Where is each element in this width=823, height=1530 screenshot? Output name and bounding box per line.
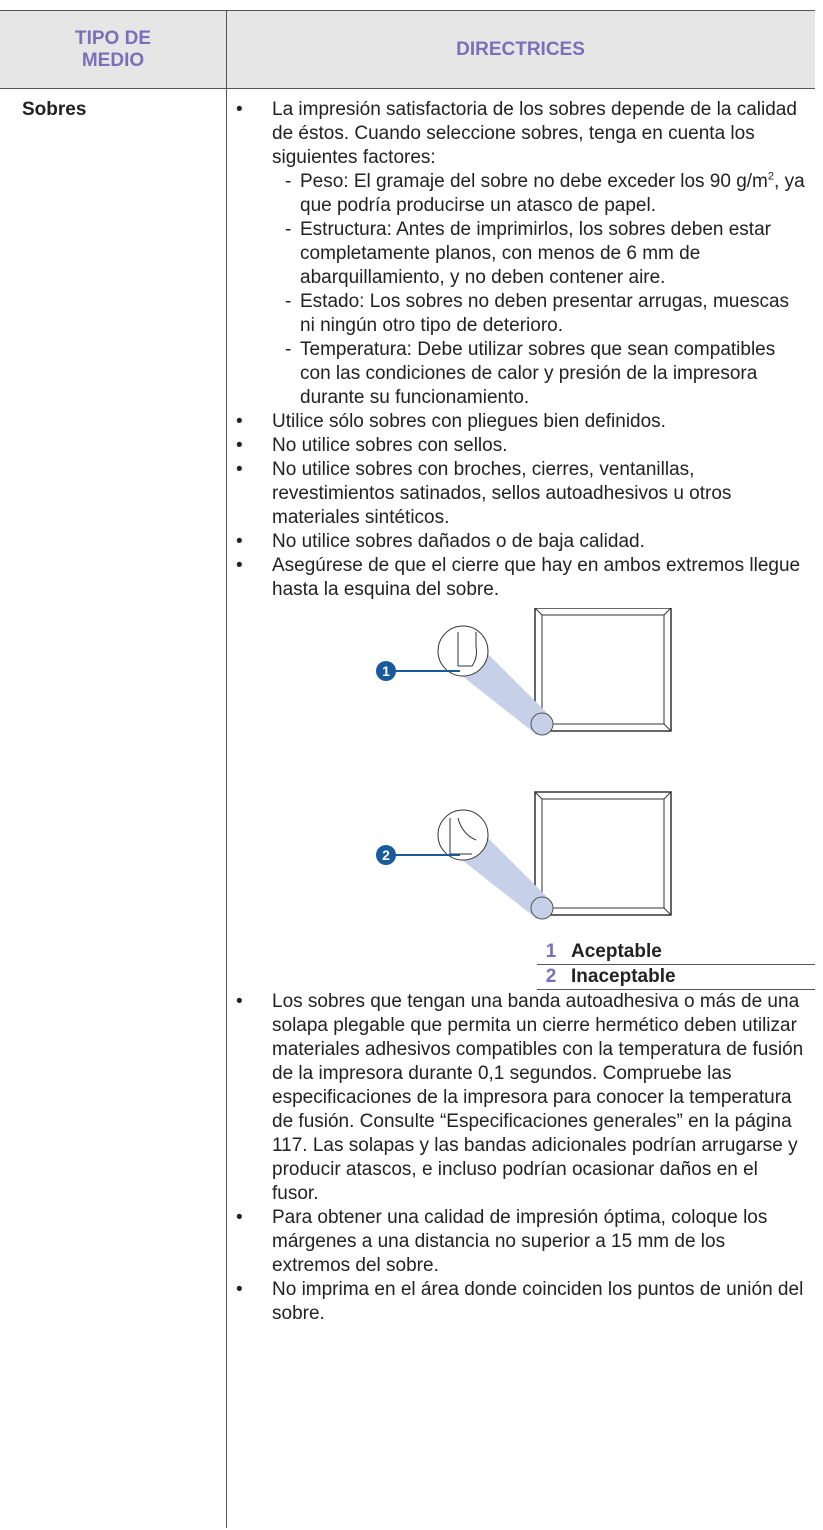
header-cell: TIPO DE MEDIO [0, 11, 226, 88]
bullet-marker: • [236, 555, 243, 576]
bullet-text: No utilice sobres con broches, cierres, … [272, 459, 732, 528]
figure-legend: 1 Aceptable 2 Inaceptable [537, 940, 815, 990]
sub-item: - Peso: El gramaje del sobre no debe exce… [272, 170, 808, 218]
bullet: • No utilice sobres dañados o de baja cal… [236, 530, 808, 554]
bullet-marker: • [236, 531, 243, 552]
bullet-marker: • [236, 411, 243, 432]
bullet: • Los sobres que tengan una banda autoadh… [236, 990, 808, 1206]
bullet-list: • Los sobres que tengan una banda autoadh… [236, 990, 808, 1326]
sub-text: Estructura: Antes de imprimirlos, los so… [300, 219, 771, 288]
header-text: DIRECTRICES [456, 38, 585, 60]
sub-marker: - [285, 171, 292, 192]
sub-marker: - [285, 339, 292, 360]
legend-row: 2 Inaceptable [537, 965, 815, 990]
callout-number: 2 [382, 847, 390, 863]
bullet-text: No imprima en el área donde coinciden lo… [272, 1279, 804, 1324]
bullet-marker: • [236, 435, 243, 456]
media-type: Sobres [22, 99, 87, 120]
sub-item: - Estructura: Antes de imprimirlos, los s… [272, 218, 808, 290]
bullet: • No utilice sobres con sellos. [236, 434, 808, 458]
envelope-unacceptable [376, 791, 672, 920]
legend-label: Inaceptable [571, 966, 676, 987]
header-text: TIPO DE MEDIO [74, 27, 151, 71]
bullet: • La impresión satisfactoria de los sobre… [236, 98, 808, 410]
bullet-marker: • [236, 1207, 243, 1228]
superscript: 2 [767, 170, 775, 183]
bullet-list: • La impresión satisfactoria de los sobre… [236, 98, 808, 602]
bullet-text: No utilice sobres dañados o de baja cali… [272, 531, 645, 552]
guidelines: • La impresión satisfactoria de los sobre… [236, 98, 815, 1326]
bullet-marker: • [236, 99, 243, 120]
bullet-marker: • [236, 991, 243, 1012]
bullet: • Utilice sólo sobres con pliegues bien d… [236, 410, 808, 434]
sub-marker: - [285, 219, 292, 240]
bullet-text: Utilice sólo sobres con pliegues bien de… [272, 411, 666, 432]
bullet: • No utilice sobres con broches, cierres,… [236, 458, 808, 530]
bullet-marker: • [236, 1279, 243, 1300]
sub-text: Peso: El gramaje del sobre no debe exced… [300, 171, 768, 192]
bullet-text: Asegúrese de que el cierre que hay en am… [272, 555, 801, 600]
header-cell: DIRECTRICES [226, 11, 815, 88]
bullet-marker: • [236, 459, 243, 480]
legend-row: 1 Aceptable [537, 940, 815, 965]
sub-marker: - [285, 291, 292, 312]
sub-text: Estado: Los sobres no deben presentar ar… [300, 291, 790, 336]
envelope-acceptable [376, 608, 672, 736]
bullet-text: No utilice sobres con sellos. [272, 435, 508, 456]
legend-label: Aceptable [571, 941, 662, 962]
column-divider [226, 10, 227, 1528]
bullet: • Asegúrese de que el cierre que hay en a… [236, 554, 808, 602]
legend-number: 2 [545, 966, 557, 987]
envelope-figure: 1 2 [376, 608, 672, 920]
legend-number: 1 [545, 941, 557, 962]
sub-item: - Temperatura: Debe utilizar sobres que s… [272, 338, 808, 410]
bullet-text: Para obtener una calidad de impresión óp… [272, 1207, 768, 1276]
bullet: • Para obtener una calidad de impresión ó… [236, 1206, 808, 1278]
sub-text: , ya que podría producirse un atasco de … [300, 171, 805, 216]
sub-item: - Estado: Los sobres no deben presentar a… [272, 290, 808, 338]
callout-number: 1 [382, 663, 390, 679]
table-header: TIPO DE MEDIO DIRECTRICES [0, 10, 815, 89]
bullet: • No imprima en el área donde coinciden l… [236, 1278, 808, 1326]
bullet-text: La impresión satisfactoria de los sobres… [272, 99, 797, 168]
bullet-text: Los sobres que tengan una banda autoadhe… [272, 991, 804, 1204]
sub-text: Temperatura: Debe utilizar sobres que se… [300, 339, 776, 408]
